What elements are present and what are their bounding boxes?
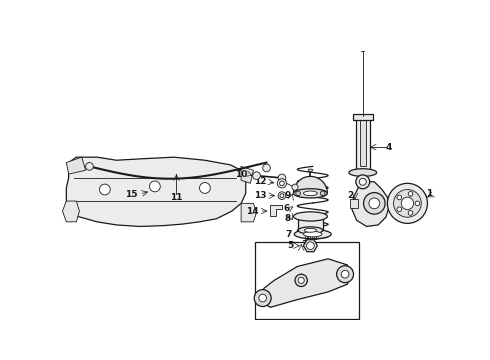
Circle shape [359,178,366,185]
Ellipse shape [308,169,313,171]
Circle shape [263,164,270,172]
Polygon shape [63,201,79,222]
Text: 5: 5 [287,241,294,250]
Circle shape [280,181,284,186]
Circle shape [393,189,421,217]
Polygon shape [66,157,86,174]
Circle shape [280,194,284,198]
Text: 13: 13 [254,191,267,200]
Ellipse shape [304,228,317,232]
Circle shape [292,184,298,190]
Polygon shape [294,176,327,193]
Circle shape [388,183,427,223]
Polygon shape [270,205,282,216]
Ellipse shape [298,227,323,234]
Ellipse shape [349,169,377,176]
Circle shape [278,174,286,182]
Text: 15: 15 [125,190,138,199]
Text: 11: 11 [170,193,183,202]
Text: 4: 4 [386,143,392,152]
Circle shape [320,191,325,195]
Text: 7: 7 [286,230,292,239]
Polygon shape [259,259,351,307]
Circle shape [307,242,314,249]
Circle shape [364,193,385,214]
Bar [350,199,358,208]
Polygon shape [241,203,257,222]
Circle shape [415,201,420,206]
Circle shape [298,277,304,283]
Circle shape [254,289,271,306]
Text: 1: 1 [426,189,432,198]
Circle shape [277,179,287,188]
Circle shape [397,207,402,212]
Polygon shape [66,157,245,226]
Text: 2: 2 [347,191,354,200]
Text: 8: 8 [284,214,291,223]
Circle shape [199,183,210,193]
Polygon shape [303,240,318,252]
Bar [298,216,323,230]
Text: 6: 6 [283,204,290,213]
Text: 9: 9 [284,191,291,200]
Circle shape [408,192,413,196]
Circle shape [99,184,110,195]
Circle shape [149,181,160,192]
Circle shape [296,191,300,195]
Text: 14: 14 [246,207,259,216]
Text: 3: 3 [301,240,307,249]
Polygon shape [241,166,253,183]
Bar [360,120,366,166]
Ellipse shape [294,189,327,198]
Circle shape [369,198,380,209]
Text: 12: 12 [254,177,267,186]
Ellipse shape [303,231,322,237]
Circle shape [295,274,307,287]
Ellipse shape [303,191,318,195]
Bar [353,114,373,120]
Circle shape [401,197,414,210]
Text: 10: 10 [235,170,247,179]
Circle shape [397,195,402,200]
Circle shape [259,294,267,302]
Ellipse shape [294,212,327,221]
Circle shape [341,270,349,278]
Circle shape [253,172,260,180]
Circle shape [356,175,370,189]
Bar [356,116,370,174]
Bar [255,242,359,319]
Polygon shape [352,182,389,226]
Ellipse shape [294,230,331,239]
Circle shape [337,266,354,283]
Circle shape [278,192,286,199]
Circle shape [86,163,93,170]
Circle shape [408,211,413,215]
